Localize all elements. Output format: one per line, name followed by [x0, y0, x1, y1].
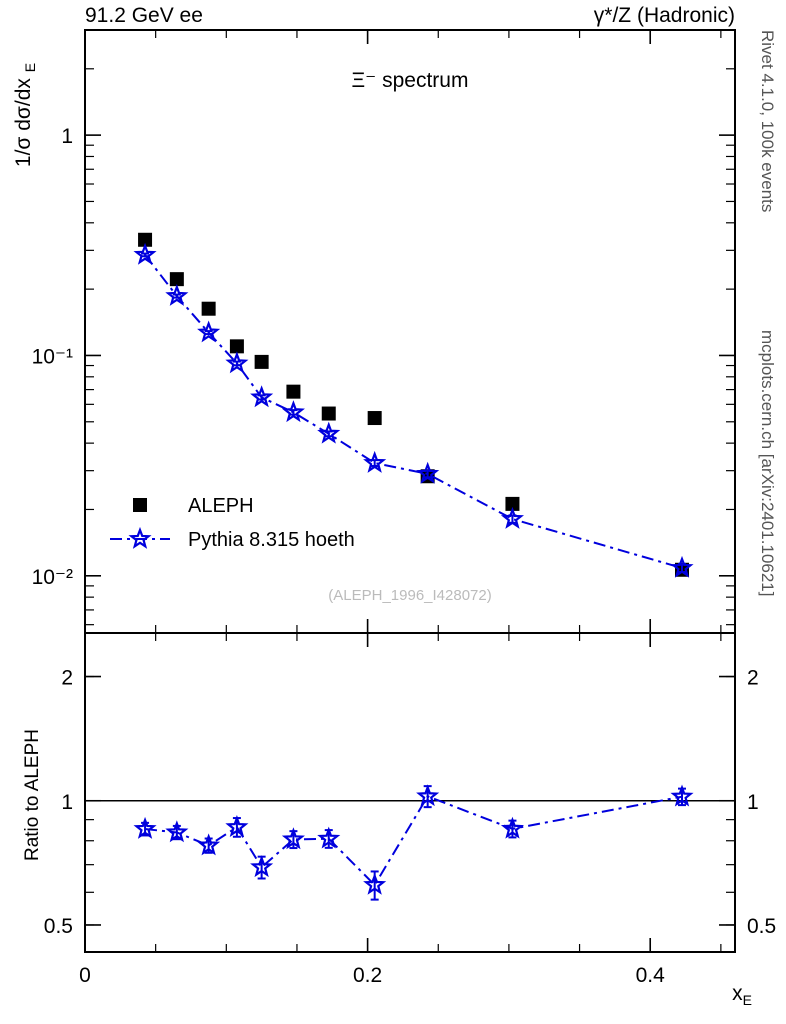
data-point-square	[505, 496, 520, 511]
data-point-square	[286, 384, 301, 399]
y-axis-title-dsigma: dσ/dx	[12, 78, 35, 131]
x-tick-label: 0.2	[353, 964, 382, 987]
legend-marker-star	[128, 526, 152, 549]
data-point-star	[500, 506, 524, 529]
data-point-square	[367, 411, 382, 426]
y-tick-label: 1	[61, 125, 73, 148]
ratio-y-tick-label: 0.5	[44, 915, 73, 938]
legend-label: ALEPH	[188, 495, 254, 517]
main-y-axis-title: 1/σ dσ/dx E	[12, 63, 38, 167]
series-pythia-8-315-hoeth	[133, 242, 694, 578]
svg-text:1/σ dσ/dx: 1/σ dσ/dx E	[12, 63, 38, 167]
y-tick-label: 10⁻²	[32, 566, 73, 589]
header-process-label: γ*/Z (Hadronic)	[594, 4, 735, 27]
ratio-data-point-star	[500, 816, 524, 839]
ratio-y-tick-label: 1	[61, 791, 73, 814]
x-tick-label: 0	[79, 964, 91, 987]
ratio-data-point-star	[133, 816, 157, 839]
data-point-square	[138, 232, 153, 247]
main-plot-frame	[84, 29, 736, 634]
ratio-data-point-star	[225, 815, 249, 837]
ratio-data-point-star	[317, 826, 341, 849]
ratio-data-point-star	[363, 872, 387, 895]
legend: ALEPH Pythia 8.315 hoeth	[110, 495, 355, 551]
main-panel: 1 10⁻¹ 10⁻²	[32, 29, 736, 634]
legend-label: Pythia 8.315 hoeth	[188, 529, 355, 551]
data-point-star	[165, 283, 189, 306]
y-tick-label: 10⁻¹	[32, 345, 73, 368]
ratio-plot-frame	[84, 632, 736, 953]
data-point-square	[169, 272, 184, 287]
data-point-star	[416, 461, 440, 484]
ratio-y-tick-label-right: 0.5	[747, 915, 776, 938]
x-axis-title-base: x	[732, 982, 743, 1005]
data-point-star	[133, 242, 157, 265]
ratio-y-tick-label-right: 2	[747, 667, 759, 690]
x-axis-title-sub: E	[743, 992, 752, 1008]
series-aleph	[138, 232, 690, 577]
data-point-square	[201, 301, 216, 316]
ratio-data-point-star	[165, 820, 189, 843]
x-tick-label: 0.4	[636, 964, 666, 987]
data-point-star	[363, 450, 387, 473]
ratio-connector-line	[144, 795, 683, 887]
data-point-star	[317, 421, 341, 444]
ratio-data-point-star	[670, 784, 694, 807]
ratio-panel: 0 0.2 0.4 2 2 1 1 0.5 0.5	[44, 632, 776, 987]
data-point-square	[254, 354, 269, 369]
ratio-data-point-star	[281, 827, 305, 850]
data-point-star	[225, 351, 249, 374]
ratio-series	[133, 784, 694, 901]
ratio-data-point-star	[197, 833, 221, 856]
y-axis-title-sigma: 1/σ	[12, 137, 35, 168]
ratio-data-point-star	[250, 855, 274, 878]
data-point-star	[281, 400, 305, 423]
data-point-square	[229, 339, 244, 354]
data-point-star	[197, 320, 221, 343]
y-axis-title-sub: E	[22, 63, 38, 72]
page-title: Ξ⁻ spectrum	[352, 69, 469, 92]
mc-connector-line	[144, 254, 683, 569]
data-point-star	[670, 555, 694, 578]
side-label-mcplots-reference: mcplots.cern.ch [arXiv:2401.10621]	[758, 330, 777, 596]
watermark-analysis-id: (ALEPH_1996_I428072)	[328, 587, 491, 604]
ratio-y-axis-title: Ratio to ALEPH	[22, 729, 43, 861]
data-point-star	[250, 385, 274, 408]
svg-text:xE: xE	[732, 982, 752, 1008]
legend-marker-square	[133, 498, 147, 512]
header-beam-label: 91.2 GeV ee	[85, 4, 203, 27]
ratio-y-tick-label-right: 1	[747, 791, 759, 814]
ratio-data-point-star	[416, 784, 440, 807]
ratio-y-tick-label: 2	[61, 667, 73, 690]
x-axis-title: xE	[732, 982, 752, 1008]
data-point-square	[321, 406, 336, 421]
side-label-rivet-version: Rivet 4.1.0, 100k events	[758, 30, 777, 212]
